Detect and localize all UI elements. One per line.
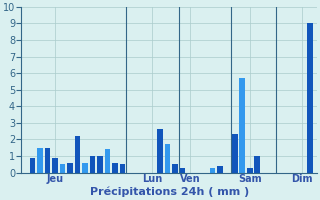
Bar [45,148,50,173]
Bar [180,168,185,173]
Bar [75,136,80,173]
Bar [307,23,313,173]
Bar [120,164,125,173]
X-axis label: Précipitations 24h ( mm ): Précipitations 24h ( mm ) [90,187,249,197]
Bar [52,158,58,173]
Bar [30,158,35,173]
Bar [60,164,65,173]
Bar [254,156,260,173]
Bar [210,168,215,173]
Bar [105,149,110,173]
Bar [97,156,103,173]
Bar [239,78,245,173]
Bar [217,166,223,173]
Bar [247,168,252,173]
Bar [90,156,95,173]
Bar [164,144,170,173]
Bar [37,148,43,173]
Bar [67,163,73,173]
Bar [172,164,178,173]
Bar [232,134,238,173]
Bar [157,129,163,173]
Bar [112,163,118,173]
Bar [82,163,88,173]
